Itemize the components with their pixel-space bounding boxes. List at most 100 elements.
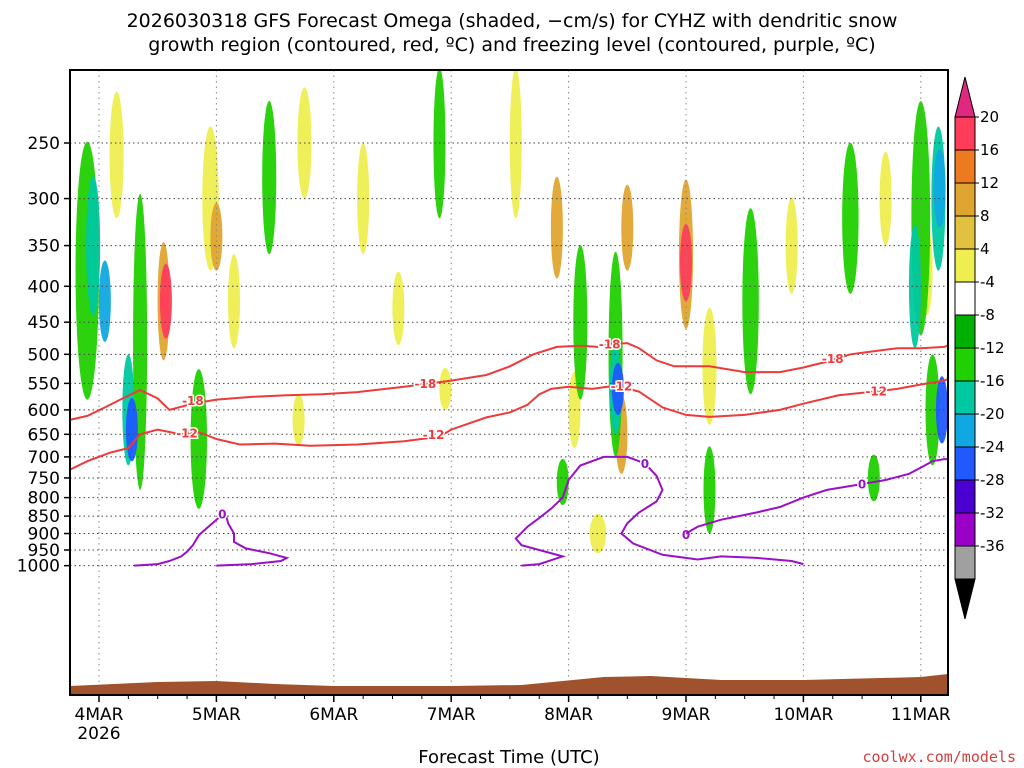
omega-shade-cell bbox=[125, 397, 138, 462]
colorbar-label: 12 bbox=[980, 174, 999, 192]
colorbar-swatch bbox=[954, 479, 976, 514]
colorbar-swatch bbox=[954, 182, 976, 217]
y-tick-label: 350 bbox=[28, 237, 60, 257]
terrain-ground bbox=[70, 674, 948, 695]
omega-shade-cell bbox=[292, 393, 305, 446]
freezing-level-contour-line bbox=[134, 512, 290, 567]
x-tick-label: 5MAR bbox=[192, 705, 241, 725]
freezing-level-contour-line bbox=[514, 455, 804, 567]
freezing-level-contour-label: 0 bbox=[682, 528, 690, 542]
snow-growth-contour-label: -18 bbox=[822, 352, 844, 366]
colorbar-swatch bbox=[954, 446, 976, 481]
snow-growth-contour-label: -18 bbox=[415, 377, 437, 391]
omega-shade-cell bbox=[621, 184, 634, 271]
omega-shade-cell bbox=[228, 254, 241, 349]
colorbar-swatch bbox=[954, 314, 976, 349]
omega-shade-cell bbox=[262, 100, 277, 255]
y-tick-label: 300 bbox=[28, 190, 60, 210]
snow-growth-contour-label: -18 bbox=[599, 337, 621, 351]
omega-shade-cell bbox=[573, 244, 588, 400]
omega-shade-cell bbox=[509, 70, 522, 219]
colorbar-label: -8 bbox=[980, 306, 995, 324]
freezing-level-contour-label: 0 bbox=[858, 477, 866, 491]
omega-shade-cell bbox=[550, 176, 563, 279]
colorbar-swatch bbox=[954, 149, 976, 184]
colorbar-label: 8 bbox=[980, 207, 990, 225]
omega-shade-cell bbox=[908, 224, 921, 349]
colorbar-bottom-arrow bbox=[954, 578, 976, 620]
x-tick-label: 8MAR bbox=[544, 705, 593, 725]
y-tick-label: 900 bbox=[28, 525, 60, 545]
omega-shade-cell bbox=[556, 458, 569, 506]
omega-shade-cell bbox=[439, 367, 452, 410]
y-tick-label: 400 bbox=[28, 277, 60, 297]
colorbar-label: -4 bbox=[980, 273, 995, 291]
colorbar-swatch bbox=[954, 347, 976, 382]
chart-title-line2: growth region (contoured, red, ºC) and f… bbox=[148, 34, 875, 56]
y-tick-label: 700 bbox=[28, 448, 60, 468]
colorbar-top-arrow bbox=[954, 76, 976, 118]
credit-text: coolwx.com/models bbox=[862, 748, 1016, 766]
colorbar-label: 4 bbox=[980, 240, 990, 258]
x-tick-sublabel: 2026 bbox=[77, 724, 120, 744]
colorbar-swatch bbox=[954, 380, 976, 415]
omega-shade-cell bbox=[159, 263, 172, 339]
colorbar-label: 16 bbox=[980, 141, 999, 159]
snow-growth-contour-line bbox=[70, 377, 948, 471]
omega-shading bbox=[75, 70, 948, 554]
colorbar-swatch bbox=[954, 545, 976, 580]
colorbar-swatch bbox=[954, 248, 976, 283]
omega-shade-cell bbox=[703, 446, 716, 534]
omega-shade-cell bbox=[867, 454, 880, 502]
y-tick-label: 600 bbox=[28, 401, 60, 421]
x-tick-label: 6MAR bbox=[309, 705, 358, 725]
snow-growth-contour-label: -12 bbox=[176, 426, 198, 440]
colorbar-label: -28 bbox=[980, 471, 1005, 489]
omega-shade-cell bbox=[935, 376, 948, 444]
colorbar-label: -12 bbox=[980, 339, 1005, 357]
snow-growth-contour-line bbox=[70, 342, 948, 421]
colorbar: 20 16 12 8 4 -4 -8 -12 -16 -20 -24 -28 -32 -36 bbox=[954, 76, 1005, 620]
colorbar-label: -32 bbox=[980, 504, 1005, 522]
chart-title-line1: 2026030318 GFS Forecast Omega (shaded, −… bbox=[127, 10, 898, 32]
freezing-level-contour-line bbox=[685, 458, 948, 535]
y-tick-label: 450 bbox=[28, 313, 60, 333]
x-tick-label: 9MAR bbox=[662, 705, 711, 725]
omega-shade-cell bbox=[210, 202, 223, 271]
colorbar-label: -36 bbox=[980, 537, 1005, 555]
plot-area: -18 -18 -18 -18 -12 -12 -12 -12 0 0 0 0 bbox=[69, 69, 949, 696]
omega-shade-cell bbox=[109, 91, 124, 219]
y-tick-label: 950 bbox=[28, 541, 60, 561]
y-tick-label: 650 bbox=[28, 425, 60, 445]
y-tick-label: 750 bbox=[28, 469, 60, 489]
colorbar-swatch bbox=[954, 116, 976, 151]
contours: -18 -18 -18 -18 -12 -12 -12 -12 0 0 0 0 bbox=[70, 336, 948, 567]
y-tick-label: 500 bbox=[28, 345, 60, 365]
colorbar-swatch bbox=[954, 413, 976, 448]
colorbar-label: -24 bbox=[980, 438, 1005, 456]
y-tick-label: 1000 bbox=[17, 557, 60, 577]
x-tick-label: 7MAR bbox=[427, 705, 476, 725]
snow-growth-contour-label: -12 bbox=[865, 385, 887, 399]
omega-shade-cell bbox=[392, 271, 405, 346]
colorbar-swatch bbox=[954, 512, 976, 547]
x-tick-label: 10MAR bbox=[774, 705, 834, 725]
x-tick-label: 4MAR bbox=[75, 705, 124, 725]
snow-growth-contour-label: -12 bbox=[423, 428, 445, 442]
plot-frame bbox=[69, 69, 949, 696]
freezing-level-contour-label: 0 bbox=[641, 457, 649, 471]
snow-growth-contour-label: -12 bbox=[611, 380, 633, 394]
colorbar-label: -20 bbox=[980, 405, 1005, 423]
x-axis-title: Forecast Time (UTC) bbox=[418, 747, 599, 768]
y-tick-label: 250 bbox=[28, 134, 60, 154]
snow-growth-contour-label: -18 bbox=[182, 394, 204, 408]
y-tick-label: 850 bbox=[28, 507, 60, 527]
colorbar-label: -16 bbox=[980, 372, 1005, 390]
y-axis: 2503003504004505005506006507007508008509… bbox=[17, 134, 70, 577]
omega-shade-cell bbox=[933, 148, 946, 228]
omega-shade-cell bbox=[842, 142, 859, 294]
omega-shade-cell bbox=[433, 70, 446, 219]
omega-shade-cell bbox=[611, 362, 624, 415]
freezing-level-contour-label: 0 bbox=[218, 507, 226, 521]
